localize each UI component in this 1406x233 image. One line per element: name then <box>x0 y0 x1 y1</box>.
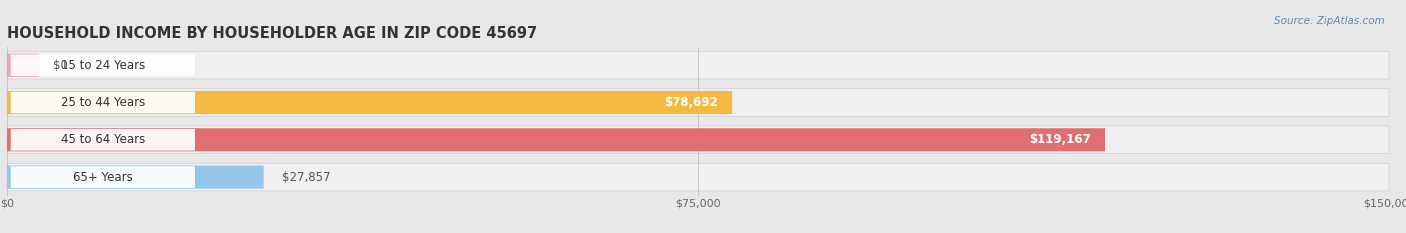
Text: $0: $0 <box>53 59 67 72</box>
FancyBboxPatch shape <box>7 128 1105 151</box>
FancyBboxPatch shape <box>7 126 1389 154</box>
Text: Source: ZipAtlas.com: Source: ZipAtlas.com <box>1274 16 1385 26</box>
FancyBboxPatch shape <box>7 91 733 114</box>
Text: 15 to 24 Years: 15 to 24 Years <box>60 59 145 72</box>
Text: $119,167: $119,167 <box>1029 133 1091 146</box>
Text: 25 to 44 Years: 25 to 44 Years <box>60 96 145 109</box>
Text: HOUSEHOLD INCOME BY HOUSEHOLDER AGE IN ZIP CODE 45697: HOUSEHOLD INCOME BY HOUSEHOLDER AGE IN Z… <box>7 26 537 41</box>
FancyBboxPatch shape <box>11 166 195 188</box>
FancyBboxPatch shape <box>7 163 1389 191</box>
Text: $27,857: $27,857 <box>283 171 330 184</box>
FancyBboxPatch shape <box>7 51 1389 79</box>
FancyBboxPatch shape <box>11 129 195 151</box>
FancyBboxPatch shape <box>11 55 195 76</box>
FancyBboxPatch shape <box>11 92 195 113</box>
FancyBboxPatch shape <box>7 89 1389 116</box>
Text: $78,692: $78,692 <box>665 96 718 109</box>
Text: 65+ Years: 65+ Years <box>73 171 132 184</box>
FancyBboxPatch shape <box>7 165 264 189</box>
FancyBboxPatch shape <box>7 54 39 77</box>
Text: 45 to 64 Years: 45 to 64 Years <box>60 133 145 146</box>
